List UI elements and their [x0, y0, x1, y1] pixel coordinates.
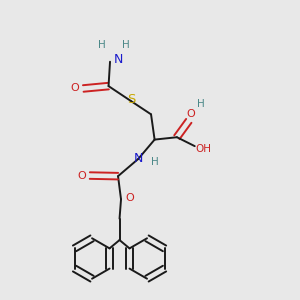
Text: O: O [126, 193, 134, 203]
Text: O: O [187, 109, 195, 119]
Text: N: N [134, 152, 143, 165]
Text: O: O [77, 171, 86, 181]
Text: H: H [122, 40, 130, 50]
Text: O: O [70, 83, 79, 94]
Text: H: H [151, 157, 158, 167]
Text: N: N [114, 53, 123, 66]
Text: OH: OH [195, 143, 211, 154]
Text: H: H [98, 40, 106, 50]
Text: S: S [127, 93, 135, 106]
Text: H: H [197, 99, 205, 109]
